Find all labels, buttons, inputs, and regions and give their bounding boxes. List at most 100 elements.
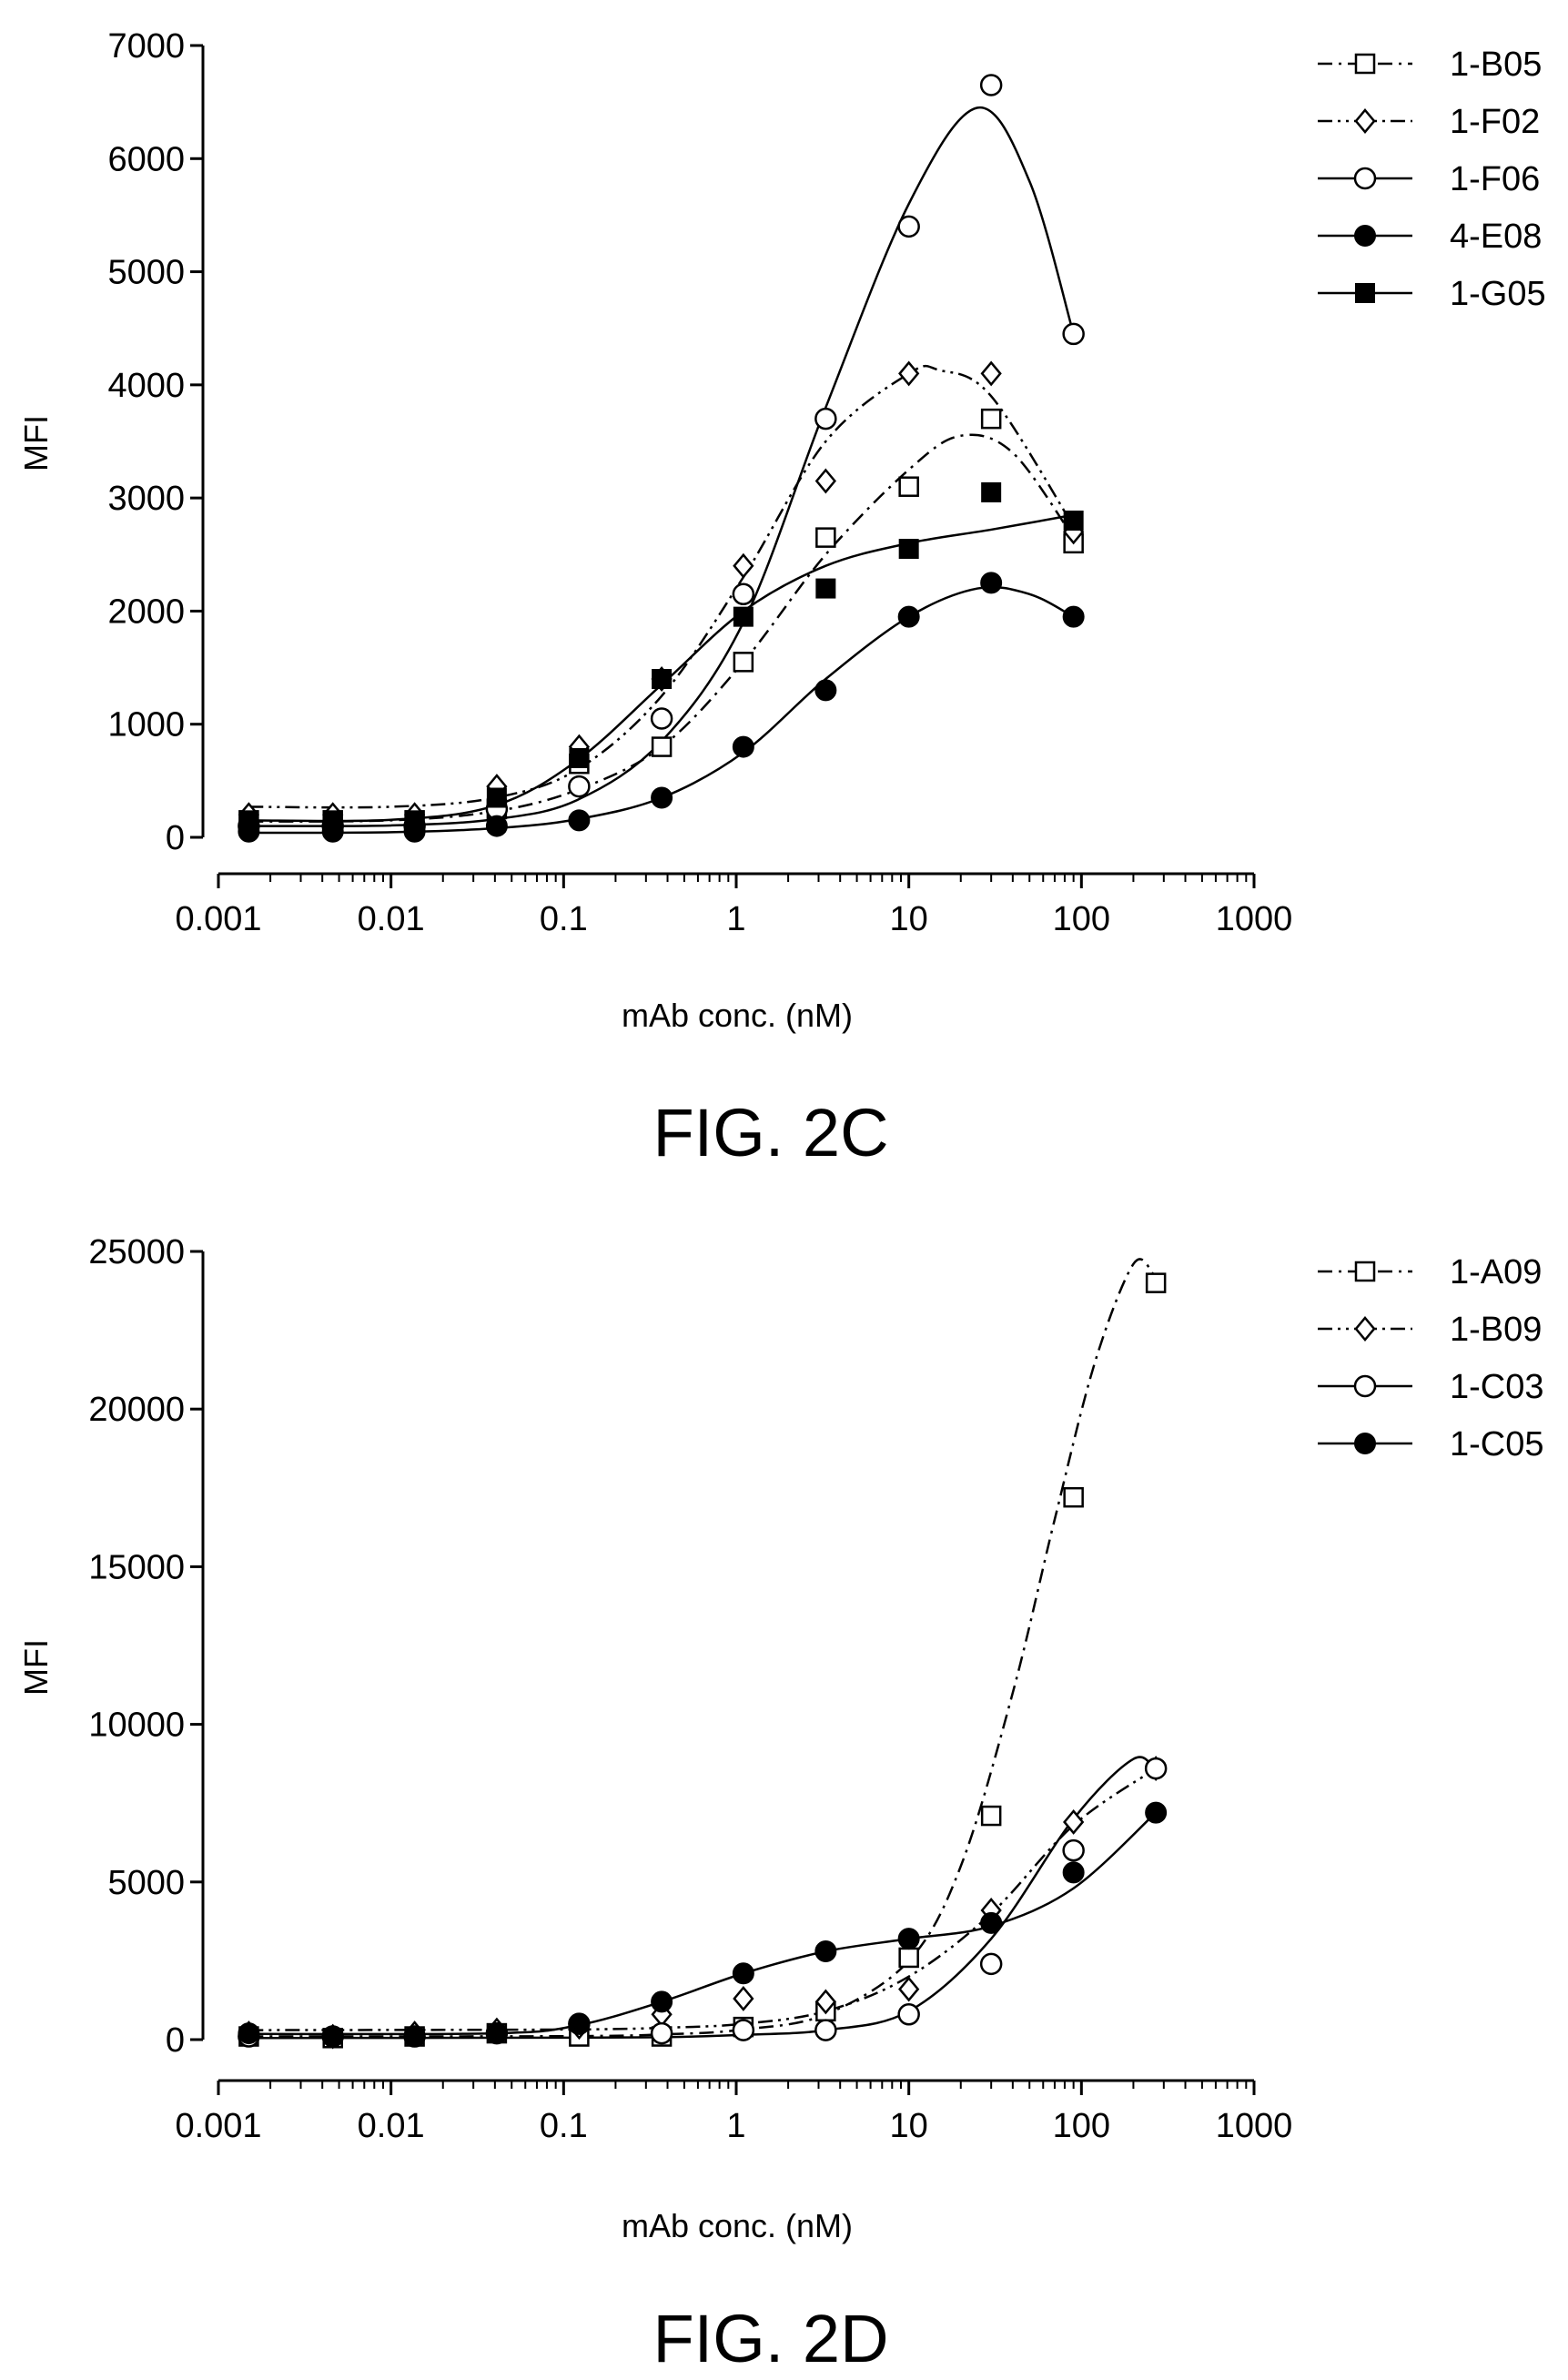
- data-point-4-E08: [1062, 605, 1085, 628]
- data-point-1-G05: [486, 787, 507, 808]
- y-tick-label: 3000: [107, 480, 185, 518]
- y-tick-label: 15000: [88, 1548, 185, 1586]
- fit-curve-1-B09: [248, 1767, 1157, 2031]
- data-point-1-A09: [898, 1947, 919, 1969]
- data-point-1-C05: [897, 1928, 920, 1950]
- legend-label-1-F02: 1-F02: [1450, 103, 1540, 141]
- data-point-1-C05: [980, 1911, 1003, 1934]
- data-point-1-A09: [1145, 1272, 1167, 1293]
- data-point-1-C05: [814, 1940, 837, 1963]
- fit-curve-1-B05: [248, 433, 1075, 823]
- x-tick-label: 1000: [1216, 2107, 1293, 2145]
- data-point-1-C05: [568, 2012, 591, 2035]
- y-tick-label: 7000: [107, 27, 185, 66]
- fit-curve-4-E08: [248, 585, 1075, 835]
- data-point-1-C03: [1144, 1757, 1168, 1780]
- data-point-1-B05: [980, 408, 1002, 430]
- data-point-1-G05: [322, 810, 343, 831]
- legend-marker-1-G05: [1355, 283, 1375, 303]
- data-point-1-B05: [733, 652, 754, 673]
- figure-2c-chart: 0 1000 2000 3000 4000 5000 6000 7000 0.001 0.01 0.…: [17, 27, 1546, 1170]
- data-point-4-E08: [732, 735, 754, 758]
- data-point-1-C05: [321, 2025, 344, 2048]
- legend-marker-1-F02: [1354, 108, 1376, 134]
- data-point-4-E08: [897, 605, 920, 628]
- data-point-4-E08: [814, 679, 837, 702]
- legend-marker-1-B09: [1354, 1316, 1376, 1342]
- data-point-1-B09: [814, 1989, 836, 2015]
- y-tick-label: 0: [166, 819, 185, 857]
- legend-label-1-C05: 1-C05: [1450, 1425, 1544, 1463]
- data-point-1-C03: [1062, 1838, 1085, 1862]
- y-axis-title: MFI: [17, 1639, 55, 1696]
- x-tick-label: 0.01: [358, 2107, 425, 2145]
- data-point-1-A09: [1063, 1486, 1084, 1508]
- legend-label-1-C03: 1-C03: [1450, 1368, 1544, 1406]
- legend-label-1-B09: 1-B09: [1450, 1311, 1542, 1349]
- y-tick-label: 25000: [88, 1233, 185, 1271]
- x-axis-title: mAb conc. (nM): [622, 997, 853, 1034]
- data-point-1-B09: [898, 1976, 920, 2002]
- data-point-1-C05: [732, 1962, 754, 1985]
- x-tick-label: 10: [890, 900, 928, 938]
- data-point-1-C03: [814, 2019, 837, 2041]
- x-axis-title: mAb conc. (nM): [622, 2207, 853, 2244]
- data-point-1-B09: [733, 1986, 754, 2011]
- data-point-1-G05: [404, 810, 425, 831]
- x-tick-label: 1: [726, 2107, 745, 2145]
- data-point-1-B05: [898, 476, 919, 497]
- y-tick-label: 4000: [107, 367, 185, 405]
- y-axis-title: MFI: [17, 415, 55, 471]
- data-point-1-C05: [651, 1990, 673, 2013]
- data-point-1-C05: [485, 2022, 508, 2045]
- data-point-1-F06: [568, 775, 591, 798]
- y-tick-label: 0: [166, 2021, 185, 2060]
- data-point-1-B05: [815, 527, 836, 548]
- plot-area: 0 1000 2000 3000 4000 5000 6000 7000 0.001 0.01 0.…: [107, 27, 1545, 938]
- x-tick-label: 100: [1053, 900, 1110, 938]
- data-point-1-G05: [652, 669, 673, 689]
- fit-curve-1-F06: [248, 106, 1075, 827]
- x-tick-label: 0.01: [358, 900, 425, 938]
- data-point-1-C05: [238, 2022, 260, 2045]
- fit-curve-1-A09: [248, 1258, 1154, 2038]
- y-tick-label: 20000: [88, 1391, 185, 1429]
- data-point-1-F06: [650, 707, 673, 730]
- legend-marker-1-C05: [1354, 1433, 1376, 1454]
- legend-marker-1-C03: [1353, 1374, 1377, 1398]
- data-point-1-C03: [650, 2021, 673, 2045]
- legend-marker-1-B05: [1354, 53, 1376, 75]
- x-tick-label: 0.1: [540, 900, 588, 938]
- x-tick-label: 10: [890, 2107, 928, 2145]
- x-tick-label: 1: [726, 900, 745, 938]
- y-tick-label: 1000: [107, 706, 185, 744]
- legend-marker-1-A09: [1354, 1261, 1376, 1282]
- figure-2d-chart: 0 5000 10000 15000 20000 25000 0.001 0.01 0.1 1 10…: [17, 1233, 1544, 2376]
- figure-caption: FIG. 2C: [652, 1095, 888, 1170]
- fit-curve-1-G05: [248, 513, 1074, 823]
- data-point-4-E08: [568, 809, 591, 832]
- legend-label-1-A09: 1-A09: [1450, 1253, 1542, 1291]
- y-tick-label: 10000: [88, 1707, 185, 1745]
- data-point-1-F06: [897, 215, 920, 238]
- data-point-4-E08: [980, 572, 1003, 594]
- legend-label-4-E08: 4-E08: [1450, 218, 1542, 256]
- data-point-1-G05: [569, 748, 590, 768]
- fit-curve-1-F02: [248, 364, 1075, 809]
- y-tick-label: 5000: [107, 254, 185, 292]
- data-point-1-C05: [403, 2025, 426, 2048]
- data-point-1-G05: [815, 578, 836, 599]
- data-point-1-G05: [1063, 511, 1084, 531]
- data-point-1-G05: [981, 481, 1002, 502]
- plot-area: 0 5000 10000 15000 20000 25000 0.001 0.01 0.1 1 10…: [88, 1233, 1543, 2145]
- data-point-1-F06: [1062, 322, 1085, 346]
- legend-marker-4-E08: [1354, 225, 1376, 247]
- data-point-1-F02: [980, 360, 1002, 387]
- legend-label-1-B05: 1-B05: [1450, 46, 1542, 84]
- data-point-1-B09: [1063, 1809, 1085, 1835]
- data-point-1-C03: [732, 2019, 755, 2041]
- x-tick-label: 1000: [1216, 900, 1293, 938]
- y-tick-label: 5000: [107, 1864, 185, 1902]
- data-point-1-G05: [898, 539, 919, 560]
- data-point-1-F06: [979, 74, 1003, 96]
